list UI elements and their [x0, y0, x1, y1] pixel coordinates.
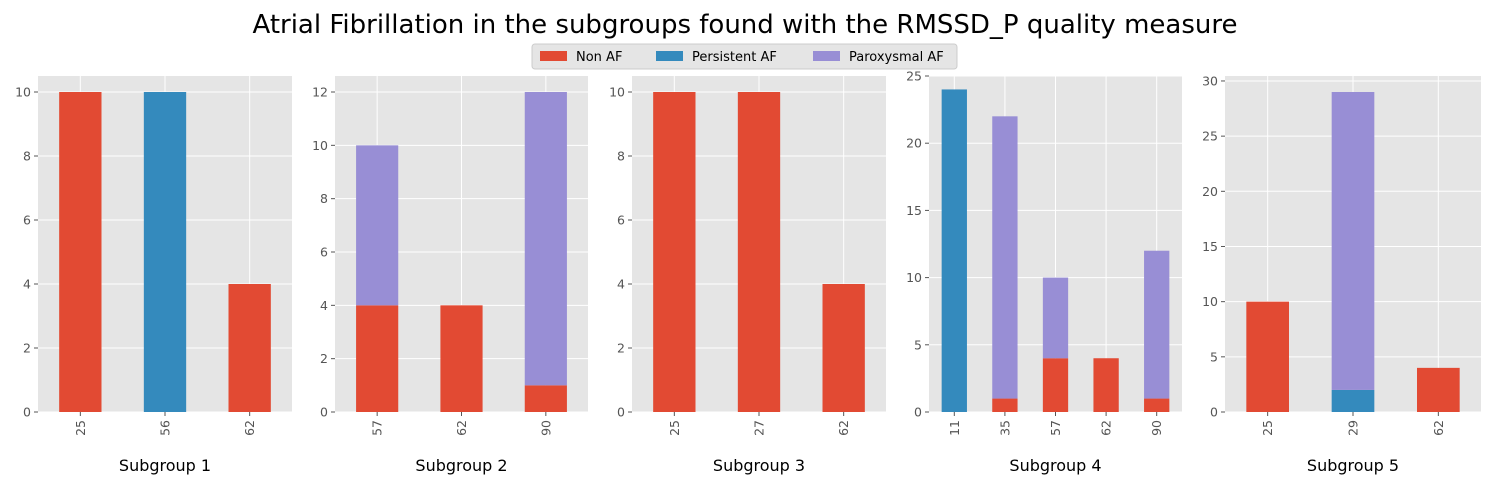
bar-non-af-35	[992, 398, 1018, 412]
y-tick-label: 4	[617, 277, 625, 292]
x-axis-label: Subgroup 3	[713, 456, 805, 475]
y-tick-label: 10	[1202, 294, 1218, 309]
bar-persistent-af-29	[1331, 389, 1375, 412]
bar-paroxysmal-af-57	[1042, 277, 1069, 359]
x-tick-label: 25	[1260, 420, 1275, 436]
x-tick-label: 35	[997, 420, 1012, 436]
y-tick-label: 25	[906, 69, 922, 84]
x-tick-label: 25	[73, 420, 88, 436]
x-tick-label: 29	[1346, 420, 1361, 436]
y-tick-label: 0	[23, 405, 31, 420]
bar-persistent-af-56	[143, 92, 187, 412]
bar-non-af-62	[822, 284, 865, 412]
chart-title: Atrial Fibrillation in the subgroups fou…	[253, 10, 1238, 40]
bar-non-af-62	[1417, 367, 1460, 412]
subplot-1: 0 2 4 6 8 10 25 56 62 Subgroup 1	[15, 76, 292, 475]
y-tick-label: 2	[23, 341, 31, 356]
y-tick-label: 10	[15, 85, 31, 100]
x-tick-label: 62	[1099, 420, 1114, 436]
bar-paroxysmal-af-35	[992, 116, 1018, 399]
legend-swatch-paroxysmal-af	[813, 51, 840, 61]
y-tick-label: 5	[914, 337, 922, 352]
y-tick-label: 10	[312, 138, 328, 153]
y-tick-label: 8	[617, 149, 625, 164]
x-tick-label: 57	[1048, 420, 1063, 436]
subplot-2: 0 2 4 6 8 10 12 57 62 90 Subgroup 2	[312, 76, 588, 475]
x-tick-label: 62	[454, 420, 469, 436]
y-tick-label: 2	[617, 341, 625, 356]
x-axis-label: Subgroup 2	[415, 456, 507, 475]
bar-non-af-57	[1042, 358, 1069, 412]
y-tick-label: 0	[914, 405, 922, 420]
x-tick-label: 27	[752, 420, 767, 436]
x-tick-label: 62	[836, 420, 851, 436]
y-tick-label: 6	[320, 245, 328, 260]
bar-non-af-25	[59, 92, 102, 412]
legend-swatch-persistent-af	[656, 51, 683, 61]
legend-label-non-af: Non AF	[576, 50, 622, 65]
bar-non-af-90	[524, 385, 567, 412]
subplot-3: 0 2 4 6 8 10 25 27 62 Subgroup 3	[609, 76, 886, 475]
x-tick-label: 56	[158, 420, 173, 436]
x-tick-label: 25	[667, 420, 682, 436]
bar-paroxysmal-af-57	[356, 145, 399, 306]
x-tick-label: 62	[242, 420, 257, 436]
y-tick-label: 2	[320, 351, 328, 366]
bar-persistent-af-11	[941, 89, 967, 412]
bar-non-af-25	[653, 92, 696, 412]
y-tick-label: 5	[1210, 349, 1218, 364]
legend-swatch-non-af	[540, 51, 567, 61]
y-tick-label: 20	[1202, 184, 1218, 199]
x-axis-label: Subgroup 5	[1307, 456, 1399, 475]
y-tick-label: 10	[906, 270, 922, 285]
bar-non-af-62	[440, 305, 483, 412]
y-tick-label: 6	[23, 213, 31, 228]
y-tick-label: 10	[609, 85, 625, 100]
y-tick-label: 30	[1202, 73, 1218, 88]
y-tick-label: 20	[906, 136, 922, 151]
x-tick-label: 90	[1149, 420, 1164, 436]
legend: Non AF Persistent AF Paroxysmal AF	[531, 43, 958, 70]
legend-frame	[531, 43, 958, 70]
bar-non-af-25	[1246, 301, 1289, 412]
bar-non-af-57	[356, 305, 399, 412]
y-tick-label: 4	[320, 298, 328, 313]
x-axis-label: Subgroup 1	[119, 456, 211, 475]
y-tick-label: 0	[1210, 405, 1218, 420]
legend-label-paroxysmal-af: Paroxysmal AF	[849, 50, 944, 65]
y-tick-label: 0	[617, 405, 625, 420]
x-tick-label: 11	[947, 420, 962, 436]
y-tick-label: 0	[320, 405, 328, 420]
x-tick-label: 90	[538, 420, 553, 436]
y-tick-label: 12	[312, 85, 328, 100]
subplot-5: 0 5 10 15 20 25 30 25 29 62 Subgroup 5	[1202, 73, 1481, 475]
y-tick-label: 4	[23, 277, 31, 292]
bar-paroxysmal-af-90	[1144, 250, 1170, 399]
bar-paroxysmal-af-90	[524, 92, 567, 386]
bar-non-af-90	[1144, 398, 1170, 412]
y-tick-label: 6	[617, 213, 625, 228]
y-tick-label: 25	[1202, 129, 1218, 144]
bar-non-af-62	[1093, 358, 1119, 412]
subplot-4: 0 5 10 15 20 25 11 35 57 62 90 Subgroup 4	[906, 69, 1182, 475]
x-tick-label: 57	[370, 420, 385, 436]
x-tick-label: 62	[1431, 420, 1446, 436]
bar-non-af-62	[228, 284, 271, 412]
y-tick-label: 15	[906, 203, 922, 218]
legend-label-persistent-af: Persistent AF	[692, 50, 777, 65]
x-axis-label: Subgroup 4	[1009, 456, 1101, 475]
bar-non-af-27	[737, 92, 781, 412]
y-tick-label: 15	[1202, 239, 1218, 254]
y-tick-label: 8	[320, 191, 328, 206]
bar-paroxysmal-af-29	[1331, 92, 1375, 390]
y-tick-label: 8	[23, 149, 31, 164]
